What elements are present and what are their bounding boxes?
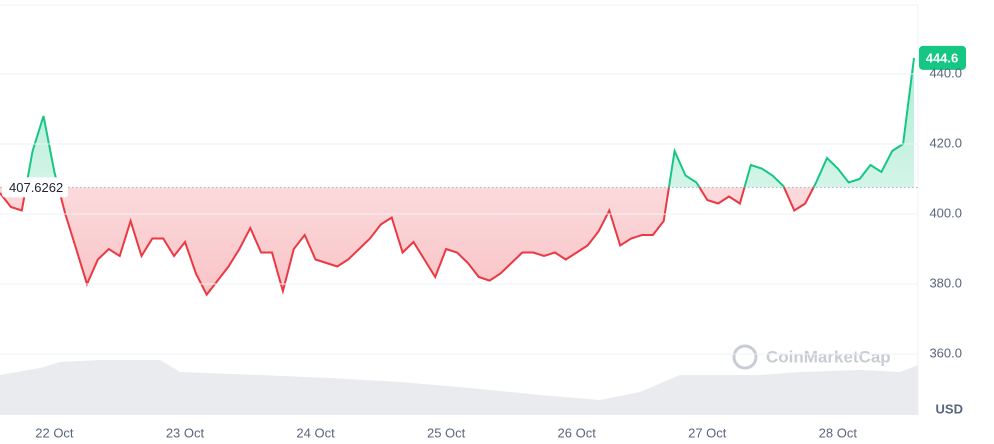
x-tick-label: 24 Oct [296,425,335,440]
volume-area [0,360,918,415]
last-price-box [919,45,966,70]
x-tick-label: 25 Oct [427,425,466,440]
y-tick-label: 360.0 [929,346,962,361]
watermark: CoinMarketCap [732,344,891,370]
x-tick-label: 23 Oct [166,425,205,440]
baseline-label-box [2,177,68,198]
x-tick-label: 22 Oct [35,425,74,440]
last-price-label: 444.6 [926,50,959,65]
baseline-label: 407.6262 [9,180,63,195]
area-down [0,187,914,295]
y-axis-unit: USD [936,401,963,416]
y-tick-label: 420.0 [929,135,962,150]
area-up [26,57,914,188]
price-line-down [0,187,815,297]
plot: 407.6262 444.6 [0,45,966,297]
x-tick-label: 28 Oct [819,425,858,440]
y-tick-label: 440.0 [929,65,962,80]
x-tick-label: 27 Oct [688,425,727,440]
watermark-logo [732,344,758,370]
x-tick-label: 26 Oct [558,425,597,440]
y-tick-label: 400.0 [929,205,962,220]
y-tick-label: 380.0 [929,275,962,290]
price-line-up [24,57,915,188]
watermark-text: CoinMarketCap [766,347,891,366]
